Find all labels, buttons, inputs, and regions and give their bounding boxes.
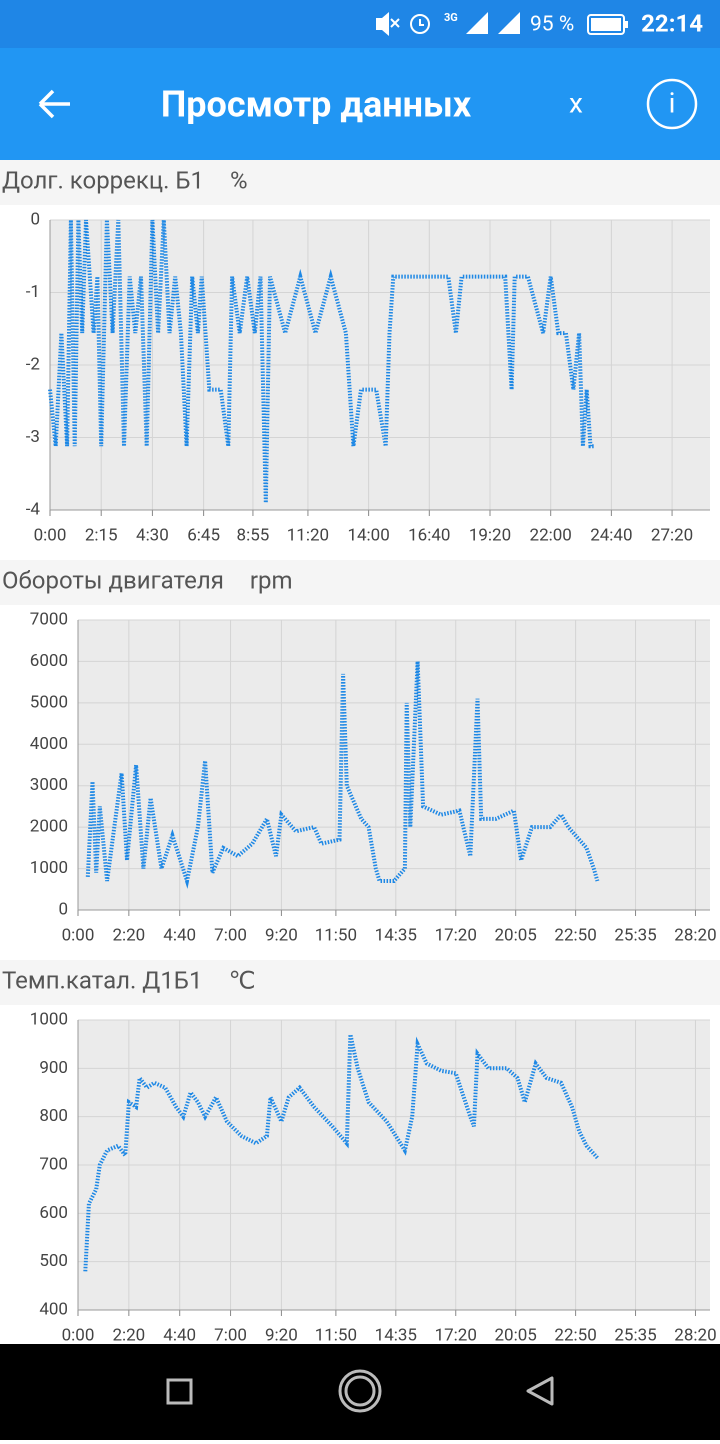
y-tick-label: -1 <box>26 282 40 302</box>
chart-unit: % <box>230 166 248 194</box>
x-tick-label: 9:20 <box>265 1325 298 1345</box>
close-button[interactable]: x <box>569 86 583 119</box>
alarm-hands <box>419 19 424 26</box>
x-tick-label: 14:35 <box>375 1325 417 1345</box>
signal-2 <box>498 12 520 34</box>
x-tick-label: 7:00 <box>214 1325 247 1345</box>
x-tick-label: 22:50 <box>554 1325 596 1345</box>
y-tick-label: 400 <box>39 1299 68 1319</box>
x-tick-label: 25:35 <box>614 1325 656 1345</box>
x-tick-label: 14:35 <box>375 925 417 945</box>
data-line <box>83 1034 599 1272</box>
x-tick-label: 4:30 <box>136 525 169 545</box>
chart-header <box>0 560 720 605</box>
x-tick-label: 11:50 <box>315 1325 357 1345</box>
x-tick-label: 22:50 <box>554 925 596 945</box>
battery-outline <box>587 14 625 35</box>
y-tick-label: 4000 <box>30 734 68 754</box>
y-tick-label: 1000 <box>30 1009 68 1029</box>
x-tick-label: 25:35 <box>614 925 656 945</box>
mute-icon <box>376 12 389 36</box>
y-tick-label: -3 <box>26 427 40 447</box>
back-nav-button[interactable] <box>526 1376 554 1406</box>
x-tick-label: 0:00 <box>62 1325 95 1345</box>
y-tick-label: 800 <box>39 1106 68 1126</box>
y-tick-label: 0 <box>30 209 40 229</box>
x-tick-label: 16:40 <box>408 525 450 545</box>
y-tick-label: 500 <box>39 1251 68 1271</box>
x-tick-label: 2:20 <box>112 1325 145 1345</box>
x-tick-label: 28:20 <box>674 1325 716 1345</box>
info-label: i <box>669 86 676 119</box>
chart-header <box>0 160 720 205</box>
data-line <box>85 661 600 889</box>
battery-tip <box>625 21 628 28</box>
data-line <box>48 219 594 503</box>
x-tick-label: 17:20 <box>435 925 477 945</box>
y-tick-label: 1000 <box>30 858 68 878</box>
back-button[interactable] <box>38 89 70 119</box>
alarm-icon <box>410 14 430 34</box>
app-title: Просмотр данных <box>161 84 472 126</box>
y-tick-label: 2000 <box>30 817 68 837</box>
x-tick-label: 2:15 <box>85 525 118 545</box>
x-tick-label: 6:45 <box>187 525 220 545</box>
y-tick-label: 3000 <box>30 775 68 795</box>
mute-x <box>390 18 400 28</box>
chart-unit: rpm <box>250 566 293 594</box>
status-icons <box>376 12 628 36</box>
chart-unit: ℃ <box>228 966 255 994</box>
x-tick-label: 19:20 <box>469 525 511 545</box>
x-tick-label: 7:00 <box>214 925 247 945</box>
chart-title: Обороты двигателя <box>2 566 224 594</box>
x-tick-label: 0:00 <box>62 925 95 945</box>
plot-area <box>78 620 710 910</box>
x-tick-label: 28:20 <box>674 925 716 945</box>
x-tick-label: 2:20 <box>112 925 145 945</box>
x-tick-label: 17:20 <box>435 1325 477 1345</box>
info-button[interactable] <box>646 78 698 130</box>
x-tick-label: 27:20 <box>651 525 693 545</box>
signal-1 <box>466 12 488 34</box>
x-tick-label: 9:20 <box>265 925 298 945</box>
nav-bar <box>0 1344 720 1440</box>
x-tick-label: 22:00 <box>530 525 572 545</box>
recent-button[interactable] <box>166 1378 193 1405</box>
battery-percent: 95 % <box>530 13 574 37</box>
home-button[interactable] <box>338 1369 382 1413</box>
y-tick-label: -2 <box>26 354 40 374</box>
x-tick-label: 24:40 <box>590 525 632 545</box>
x-tick-label: 4:40 <box>163 925 196 945</box>
chart-header <box>0 960 720 1005</box>
y-tick-label: 5000 <box>30 692 68 712</box>
x-tick-label: 11:20 <box>287 525 329 545</box>
battery-level <box>591 18 621 31</box>
app-bar <box>0 48 720 160</box>
y-tick-label: 7000 <box>30 609 68 629</box>
y-tick-label: 900 <box>39 1058 68 1078</box>
x-tick-label: 14:00 <box>347 525 389 545</box>
y-tick-label: 600 <box>39 1203 68 1223</box>
x-tick-label: 8:55 <box>237 525 270 545</box>
x-tick-label: 11:50 <box>315 925 357 945</box>
y-tick-label: 700 <box>39 1154 68 1174</box>
y-tick-label: 0 <box>58 899 68 919</box>
clock: 22:14 <box>641 9 703 37</box>
network-type: 3G <box>444 11 458 24</box>
chart-title: Темп.катал. Д1Б1 <box>2 966 202 994</box>
x-tick-label: 20:05 <box>495 925 537 945</box>
chart-title: Долг. коррекц. Б1 <box>2 166 204 194</box>
x-tick-label: 20:05 <box>495 1325 537 1345</box>
y-tick-label: -4 <box>26 499 41 519</box>
x-tick-label: 4:40 <box>163 1325 196 1345</box>
home-inner <box>344 1375 376 1407</box>
y-tick-label: 6000 <box>30 651 68 671</box>
charts: Долг. коррекц. Б1 % 0 -1 -2 -3 -4 0:00 2:15 4:30 6… <box>0 160 720 1345</box>
x-tick-label: 0:00 <box>34 525 67 545</box>
